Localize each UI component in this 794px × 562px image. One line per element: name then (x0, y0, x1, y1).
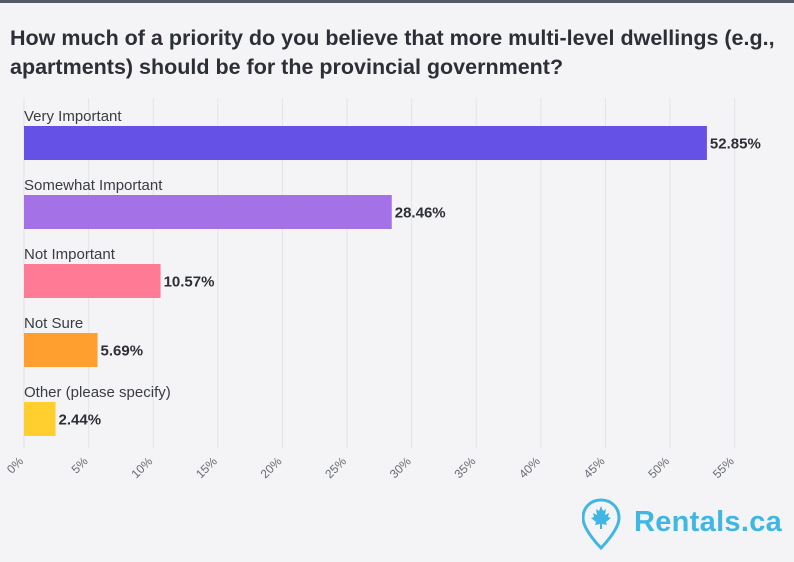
x-tick-label: 5% (69, 454, 91, 476)
value-label: 2.44% (59, 412, 102, 429)
chart-title: How much of a priority do you believe th… (10, 26, 775, 79)
category-label: Somewhat Important (24, 177, 163, 194)
top-rule (0, 0, 794, 3)
bar (24, 126, 707, 160)
value-label: 28.46% (395, 205, 446, 222)
bar (24, 333, 98, 367)
x-tick-label: 55% (710, 454, 737, 481)
bar (24, 402, 56, 436)
x-tick-label: 15% (193, 454, 220, 481)
category-label: Not Sure (24, 315, 83, 332)
x-tick-label: 30% (387, 454, 414, 481)
brand-name: Rentals.ca (634, 506, 783, 538)
category-label: Other (please specify) (24, 384, 171, 401)
bar (24, 264, 161, 298)
bar-chart: 0% 5% 10% 15% 20% 25% 30% 35% 40% 45% 50% 55% Very I… (4, 98, 761, 481)
category-label: Very Important (24, 108, 122, 125)
bar (24, 195, 392, 229)
value-label: 5.69% (101, 343, 144, 360)
category-label: Not Important (24, 246, 116, 263)
x-tick-label: 25% (322, 454, 349, 481)
x-tick-label: 20% (258, 454, 285, 481)
x-tick-label: 45% (581, 454, 608, 481)
value-label: 10.57% (164, 274, 215, 291)
value-label: 52.85% (710, 136, 761, 153)
x-tick-label: 35% (451, 454, 478, 481)
x-tick-label: 50% (645, 454, 672, 481)
x-tick-label: 10% (128, 454, 155, 481)
x-tick-label: 40% (516, 454, 543, 481)
map-pin-maple-leaf-icon (581, 498, 621, 551)
rentals-logo: Rentals.ca (581, 498, 792, 553)
x-tick-label: 0% (4, 454, 26, 476)
